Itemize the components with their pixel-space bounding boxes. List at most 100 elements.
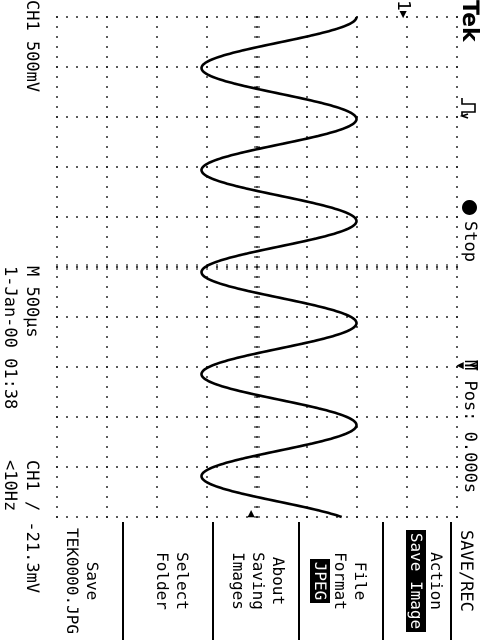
grid-dot (456, 256, 458, 258)
grid-dot (276, 416, 278, 418)
grid-dot (426, 516, 428, 518)
grid-dot (406, 406, 408, 408)
menu-divider (122, 522, 124, 640)
grid-dot (126, 16, 128, 18)
grid-dot (106, 306, 108, 308)
grid-dot (56, 76, 58, 78)
grid-dot (306, 236, 308, 238)
grid-dot (276, 166, 278, 168)
grid-dot (366, 16, 368, 18)
grid-dot (206, 316, 208, 318)
grid-dot (56, 246, 58, 248)
about-saving-images-button[interactable]: About Saving Images (228, 522, 288, 640)
grid-dot (66, 216, 68, 218)
grid-dot (356, 156, 358, 158)
grid-dot (206, 376, 208, 378)
file-format-menu-button[interactable]: File Format JPEG (310, 522, 370, 640)
grid-dot (56, 96, 58, 98)
grid-dot (226, 466, 228, 468)
grid-dot (266, 466, 268, 468)
grid-dot (156, 296, 158, 298)
grid-dot (356, 106, 358, 108)
grid-dot (96, 416, 98, 418)
grid-dot (56, 16, 58, 18)
grid-dot (196, 416, 198, 418)
grid-dot (56, 166, 58, 168)
save-file-button[interactable]: Save TEK0000.JPG (62, 522, 102, 640)
grid-dot (206, 46, 208, 48)
grid-dot (156, 336, 158, 338)
action-menu-button[interactable]: Action Save Image (406, 522, 446, 640)
grid-dot (276, 316, 278, 318)
grid-dot (406, 436, 408, 438)
grid-dot (456, 226, 458, 228)
grid-dot (416, 316, 418, 318)
grid-dot (106, 166, 108, 168)
grid-dot (116, 216, 118, 218)
grid-dot (406, 186, 408, 188)
grid-dot (456, 316, 458, 318)
grid-dot (286, 416, 288, 418)
grid-dot (56, 226, 58, 228)
grid-dot (406, 246, 408, 248)
grid-dot (156, 506, 158, 508)
grid-dot (106, 236, 108, 238)
grid-dot (306, 176, 308, 178)
grid-dot (296, 216, 298, 218)
grid-dot (226, 16, 228, 18)
grid-dot (196, 116, 198, 118)
grid-dot (346, 116, 348, 118)
grid-dot (56, 476, 58, 478)
grid-dot (356, 306, 358, 308)
grid-dot (446, 166, 448, 168)
grid-dot (86, 466, 88, 468)
grid-dot (136, 166, 138, 168)
grid-dot (76, 416, 78, 418)
grid-dot (156, 146, 158, 148)
grid-dot (406, 66, 408, 68)
grid-dot (156, 46, 158, 48)
grid-dot (66, 466, 68, 468)
grid-dot (156, 416, 158, 418)
grid-dot (356, 236, 358, 238)
grid-dot (126, 116, 128, 118)
about-line-3: Images (229, 552, 248, 610)
grid-dot (206, 426, 208, 428)
grid-dot (216, 366, 218, 368)
grid-dot (406, 516, 408, 518)
channel-scale: CH1 500mV (22, 0, 42, 93)
grid-dot (196, 466, 198, 468)
grid-dot (176, 116, 178, 118)
grid-dot (156, 386, 158, 388)
grid-dot (276, 516, 278, 518)
grid-dot (406, 26, 408, 28)
grid-dot (206, 76, 208, 78)
select-folder-button[interactable]: Select Folder (152, 522, 192, 640)
grid-dot (306, 376, 308, 378)
grid-dot (376, 216, 378, 218)
grid-dot (406, 166, 408, 168)
grid-dot (356, 36, 358, 38)
grid-dot (106, 406, 108, 408)
grid-dot (436, 116, 438, 118)
grid-dot (306, 106, 308, 108)
grid-dot (106, 26, 108, 28)
grid-dot (56, 286, 58, 288)
grid-dot (456, 166, 458, 168)
grid-dot (306, 416, 308, 418)
grid-dot (56, 516, 58, 518)
grid-dot (156, 316, 158, 318)
grid-dot (436, 216, 438, 218)
grid-dot (116, 516, 118, 518)
grid-dot (356, 486, 358, 488)
grid-dot (176, 516, 178, 518)
grid-dot (336, 166, 338, 168)
grid-dot (406, 296, 408, 298)
grid-dot (436, 366, 438, 368)
ch1-ground-arrow-icon: ▶ (397, 11, 411, 19)
grid-dot (406, 106, 408, 108)
grid-dot (56, 366, 58, 368)
grid-dot (226, 166, 228, 168)
grid-dot (186, 116, 188, 118)
grid-dot (156, 396, 158, 398)
